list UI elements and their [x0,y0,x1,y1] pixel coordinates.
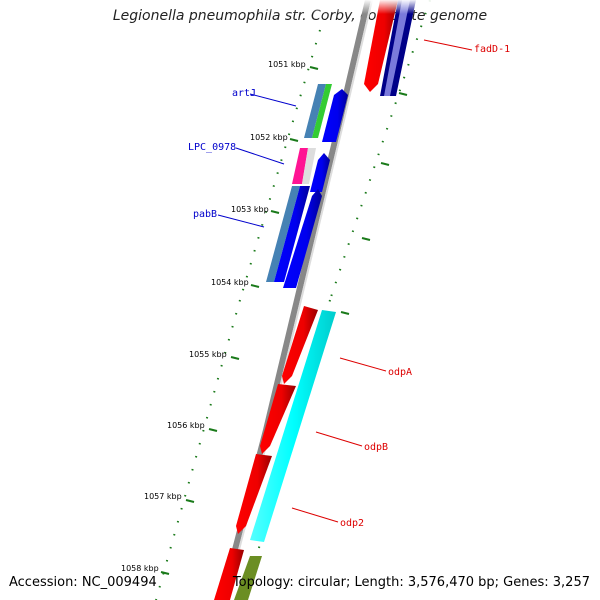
cds-odp-cyan[interactable] [250,310,336,542]
cds-bottom-forward[interactable] [214,548,244,600]
cds-fadD-1[interactable] [364,0,398,92]
gene-label-artJ[interactable]: artJ [232,88,256,99]
tick-label-1055: 1055 kbp [189,350,227,359]
tick-label-1058: 1058 kbp [121,564,159,573]
tick-label-1054: 1054 kbp [211,278,249,287]
genome-summary: Topology: circular; Length: 3,576,470 bp… [232,575,590,590]
cds-pabB-forward[interactable] [283,189,322,288]
gene-label-odp2[interactable]: odp2 [340,518,364,529]
cds-bottom-olive[interactable] [234,556,262,600]
callout-lines [217,39,473,523]
gene-label-odpB[interactable]: odpB [364,442,388,453]
gene-label-odpA[interactable]: odpA [388,367,412,378]
cds-artJ[interactable] [304,84,332,138]
gene-label-LPC_0978[interactable]: LPC_0978 [188,142,236,153]
cds-top-reverse[interactable] [380,0,416,96]
cds-odpA[interactable] [282,306,318,384]
tick-label-1057: 1057 kbp [144,492,182,501]
tick-label-1053: 1053 kbp [231,205,269,214]
cds-pabB[interactable] [266,186,310,282]
accession-text: Accession: NC_009494 [9,575,157,590]
tick-marks-outer [340,92,408,315]
cds-LPC_0978-forward[interactable] [310,153,330,192]
tick-label-1056: 1056 kbp [167,421,205,430]
tick-marks [160,66,319,575]
tick-label-1051: 1051 kbp [268,60,306,69]
cds-artJ-forward[interactable] [322,89,348,142]
tick-label-1052: 1052 kbp [250,133,288,142]
cds-odpB[interactable] [260,384,296,454]
gene-label-pabB[interactable]: pabB [193,209,217,220]
gene-label-fadD-1[interactable]: fadD-1 [474,44,510,55]
cds-odp2[interactable] [236,454,272,534]
cds-LPC_0978[interactable] [292,148,316,184]
